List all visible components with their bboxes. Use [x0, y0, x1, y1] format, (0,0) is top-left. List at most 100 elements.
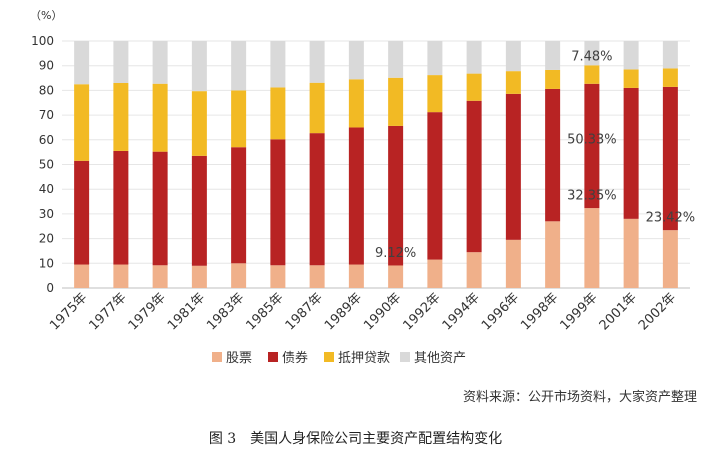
y-tick-label: 30 [39, 207, 54, 221]
bar-segment [505, 239, 521, 288]
legend-swatch [324, 352, 334, 362]
legend-label: 其他资产 [414, 351, 466, 366]
bar-stack [152, 41, 168, 288]
x-tick-label: 1989年 [322, 290, 365, 333]
bar-segment [231, 41, 247, 91]
data-label: 7.48% [571, 49, 612, 64]
bar-segment [388, 77, 404, 126]
bar-segment [584, 83, 600, 209]
bar-segment [623, 41, 639, 70]
bar-stack [662, 41, 678, 288]
bar-segment [270, 87, 286, 140]
bar-stack [505, 41, 521, 288]
legend-swatch [212, 352, 222, 362]
bar-segment [270, 265, 286, 288]
bar-segment [348, 79, 364, 128]
bar-segment [505, 41, 521, 72]
bar-segment [348, 41, 364, 80]
bar-segment [623, 218, 639, 288]
bar-stacks [74, 41, 678, 288]
bar-segment [388, 265, 404, 288]
y-tick-label: 50 [39, 158, 54, 172]
figure-caption: 图 3 美国人身保险公司主要资产配置结构变化 [208, 431, 503, 447]
stacked-bar-chart: （%） 0 10 20 30 40 50 60 70 80 90 100 1975年1977年197… [30, 9, 695, 366]
x-tick-label: 1992年 [401, 290, 444, 333]
legend-label: 债券 [282, 350, 308, 366]
x-tick-label: 1987年 [283, 290, 326, 333]
bar-segment [74, 84, 90, 161]
bar-segment [231, 147, 247, 264]
x-axis-tick-labels: 1975年1977年1979年1981年1983年1985年1987年1989年… [47, 290, 679, 333]
bar-segment [348, 264, 364, 288]
bar-segment [584, 41, 600, 66]
data-annotations: 9.12% 7.48% 50.33% 32.35% 23.42% [375, 49, 695, 260]
bar-segment [191, 265, 207, 288]
x-tick-label: 1983年 [204, 290, 247, 333]
x-tick-label: 1975年 [47, 290, 90, 333]
x-tick-label: 1981年 [165, 290, 208, 333]
x-tick-label: 1996年 [479, 290, 522, 333]
bar-segment [584, 65, 600, 84]
bar-segment [466, 252, 482, 288]
x-tick-label: 2001年 [597, 290, 640, 333]
bar-segment [427, 75, 443, 113]
bar-segment [427, 112, 443, 260]
bar-segment [662, 68, 678, 87]
y-tick-label: 90 [39, 59, 54, 73]
y-tick-label: 60 [39, 133, 54, 147]
legend-item: 其他资产 [400, 351, 466, 366]
y-tick-label: 10 [39, 256, 54, 270]
bar-stack [231, 41, 247, 288]
bar-segment [584, 208, 600, 288]
legend-swatch [268, 352, 278, 362]
y-tick-label: 100 [31, 34, 54, 48]
bar-stack [74, 41, 90, 288]
bar-stack [191, 41, 207, 288]
bar-segment [309, 41, 325, 83]
bar-segment [623, 69, 639, 88]
legend-label: 抵押贷款 [338, 351, 390, 366]
bar-segment [152, 265, 168, 288]
bar-segment [466, 41, 482, 74]
data-label: 9.12% [375, 246, 416, 261]
bar-segment [191, 155, 207, 266]
bar-segment [309, 133, 325, 266]
bar-segment [348, 127, 364, 265]
bar-segment [662, 41, 678, 69]
x-tick-label: 1977年 [87, 290, 130, 333]
y-axis-unit-label: （%） [30, 9, 62, 22]
bar-segment [309, 265, 325, 288]
bar-segment [662, 86, 678, 231]
bar-stack [309, 41, 325, 288]
bar-segment [270, 139, 286, 266]
bar-segment [662, 230, 678, 288]
bar-segment [505, 71, 521, 94]
bar-segment [152, 151, 168, 266]
source-note: 资料来源：公开市场资料，大家资产整理 [462, 390, 697, 405]
bar-segment [545, 69, 561, 89]
x-tick-label: 1998年 [518, 290, 561, 333]
bar-segment [74, 264, 90, 288]
bar-segment [466, 100, 482, 253]
bar-stack [427, 41, 443, 288]
bar-stack [466, 41, 482, 288]
bar-segment [427, 41, 443, 76]
bar-segment [74, 41, 90, 85]
bar-segment [152, 83, 168, 152]
bar-segment [388, 41, 404, 78]
bar-stack [270, 41, 286, 288]
x-tick-label: 2002年 [636, 290, 679, 333]
x-tick-label: 1979年 [126, 290, 169, 333]
bar-segment [231, 90, 247, 148]
data-label: 23.42% [646, 211, 696, 226]
bar-segment [388, 125, 404, 266]
bar-segment [505, 93, 521, 240]
legend-label: 股票 [226, 351, 252, 366]
y-tick-label: 80 [39, 83, 54, 97]
bar-segment [113, 150, 129, 265]
bar-segment [74, 160, 90, 265]
bar-segment [191, 41, 207, 92]
bar-segment [466, 73, 482, 101]
bar-segment [191, 91, 207, 156]
bar-stack [113, 41, 129, 288]
